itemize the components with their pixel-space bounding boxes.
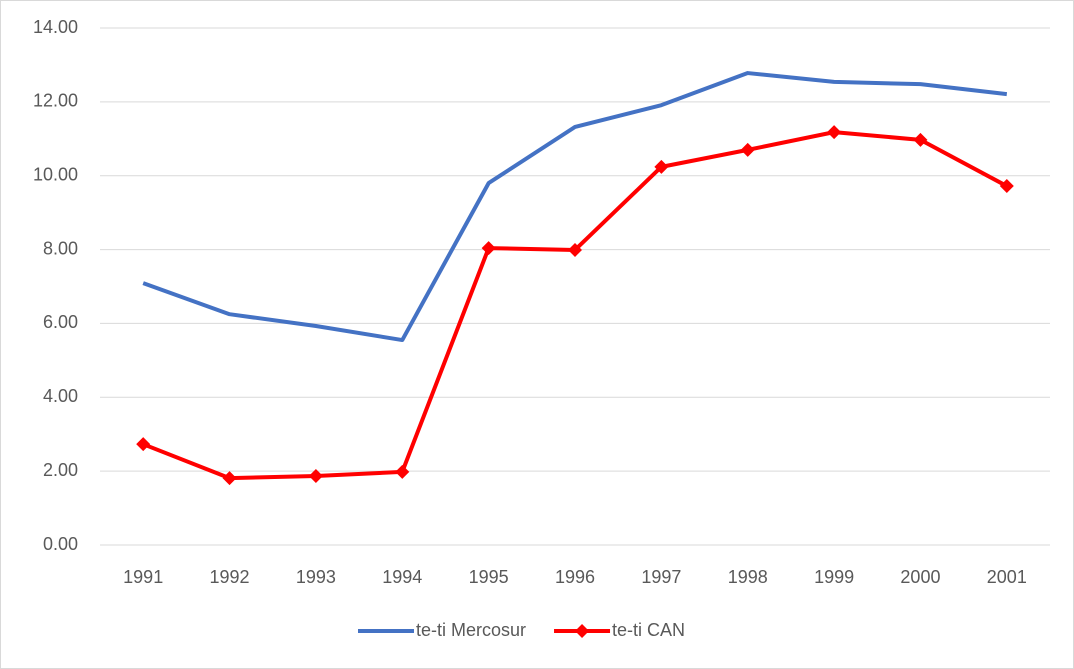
series-marker (308, 468, 323, 483)
x-tick-label: 1996 (555, 567, 595, 587)
x-tick-label: 2000 (900, 567, 940, 587)
legend-label: te-ti Mercosur (416, 620, 526, 640)
series-marker (740, 142, 755, 157)
y-tick-label: 6.00 (43, 312, 78, 332)
series-marker (136, 437, 151, 452)
x-tick-label: 1994 (382, 567, 422, 587)
x-tick-label: 1991 (123, 567, 163, 587)
x-tick-label: 1995 (469, 567, 509, 587)
series-marker (568, 242, 582, 257)
y-tick-label: 10.00 (33, 164, 78, 184)
x-tick-label: 1992 (210, 567, 250, 587)
series-marker (913, 132, 928, 147)
series-line (142, 71, 1008, 343)
y-tick-label: 14.00 (33, 17, 78, 37)
x-tick-label: 1998 (728, 567, 768, 587)
x-tick-label: 2001 (987, 567, 1027, 587)
x-tick-label: 1997 (641, 567, 681, 587)
y-tick-label: 8.00 (43, 238, 78, 258)
series-marker (222, 471, 237, 486)
y-tick-label: 4.00 (43, 386, 78, 406)
y-tick-label: 12.00 (33, 91, 78, 111)
legend-marker (575, 624, 590, 638)
series-marker (827, 125, 842, 140)
y-tick-label: 2.00 (43, 460, 78, 480)
y-tick-label: 0.00 (43, 534, 78, 554)
legend-label: te-ti CAN (612, 620, 685, 640)
series-marker (395, 464, 410, 479)
x-tick-label: 1999 (814, 567, 854, 587)
series-marker (654, 159, 669, 174)
series-marker (999, 179, 1014, 194)
x-tick-label: 1993 (296, 567, 336, 587)
series-marker (481, 241, 496, 256)
